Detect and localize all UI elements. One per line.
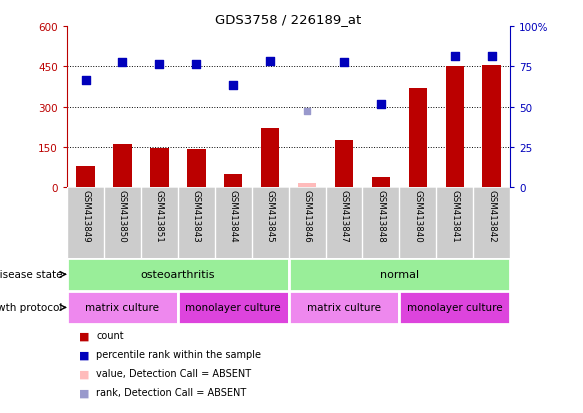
Point bbox=[450, 53, 459, 59]
Text: GSM413844: GSM413844 bbox=[229, 190, 238, 243]
Text: GSM413843: GSM413843 bbox=[192, 190, 201, 243]
Text: GSM413848: GSM413848 bbox=[377, 190, 385, 243]
Text: GSM413851: GSM413851 bbox=[155, 190, 164, 243]
Bar bbox=[409, 88, 427, 188]
Bar bbox=[372, 177, 390, 188]
Text: matrix culture: matrix culture bbox=[307, 303, 381, 313]
Text: ■: ■ bbox=[79, 330, 89, 340]
Point bbox=[118, 60, 127, 66]
Point bbox=[265, 58, 275, 65]
Text: GSM413845: GSM413845 bbox=[266, 190, 275, 243]
Text: value, Detection Call = ABSENT: value, Detection Call = ABSENT bbox=[96, 368, 251, 378]
Bar bbox=[178, 291, 289, 324]
Bar bbox=[67, 258, 289, 291]
Text: disease state: disease state bbox=[0, 270, 62, 280]
Bar bbox=[224, 174, 243, 188]
Bar bbox=[113, 145, 132, 188]
Bar bbox=[187, 150, 205, 188]
Point bbox=[229, 83, 238, 89]
Bar bbox=[483, 66, 501, 188]
Text: matrix culture: matrix culture bbox=[86, 303, 159, 313]
Bar bbox=[289, 291, 399, 324]
Text: osteoarthritis: osteoarthritis bbox=[141, 270, 215, 280]
Bar bbox=[67, 291, 178, 324]
Bar bbox=[261, 129, 279, 188]
Point bbox=[487, 53, 496, 59]
Text: GSM413846: GSM413846 bbox=[303, 190, 311, 243]
Bar bbox=[150, 148, 168, 188]
Point bbox=[81, 77, 90, 84]
Bar bbox=[335, 141, 353, 188]
Point bbox=[339, 60, 349, 66]
Text: rank, Detection Call = ABSENT: rank, Detection Call = ABSENT bbox=[96, 387, 247, 397]
Text: count: count bbox=[96, 330, 124, 340]
Text: monolayer culture: monolayer culture bbox=[185, 303, 281, 313]
Text: GSM413850: GSM413850 bbox=[118, 190, 127, 243]
Bar bbox=[289, 258, 510, 291]
Bar bbox=[445, 67, 464, 188]
Text: GSM413842: GSM413842 bbox=[487, 190, 496, 243]
Point bbox=[376, 101, 385, 108]
Text: GSM413847: GSM413847 bbox=[339, 190, 349, 243]
Text: monolayer culture: monolayer culture bbox=[407, 303, 503, 313]
Text: GSM413849: GSM413849 bbox=[81, 190, 90, 242]
Bar bbox=[298, 183, 316, 188]
Title: GDS3758 / 226189_at: GDS3758 / 226189_at bbox=[216, 13, 361, 26]
Text: GSM413840: GSM413840 bbox=[413, 190, 422, 243]
Bar bbox=[76, 166, 94, 188]
Text: normal: normal bbox=[380, 270, 419, 280]
Point bbox=[192, 62, 201, 68]
Text: GSM413841: GSM413841 bbox=[450, 190, 459, 243]
Text: growth protocol: growth protocol bbox=[0, 303, 62, 313]
Text: ■: ■ bbox=[79, 387, 89, 397]
Text: ■: ■ bbox=[79, 349, 89, 359]
Point bbox=[303, 108, 312, 115]
Text: ■: ■ bbox=[79, 368, 89, 378]
Point bbox=[154, 61, 164, 68]
Bar bbox=[399, 291, 510, 324]
Text: percentile rank within the sample: percentile rank within the sample bbox=[96, 349, 261, 359]
